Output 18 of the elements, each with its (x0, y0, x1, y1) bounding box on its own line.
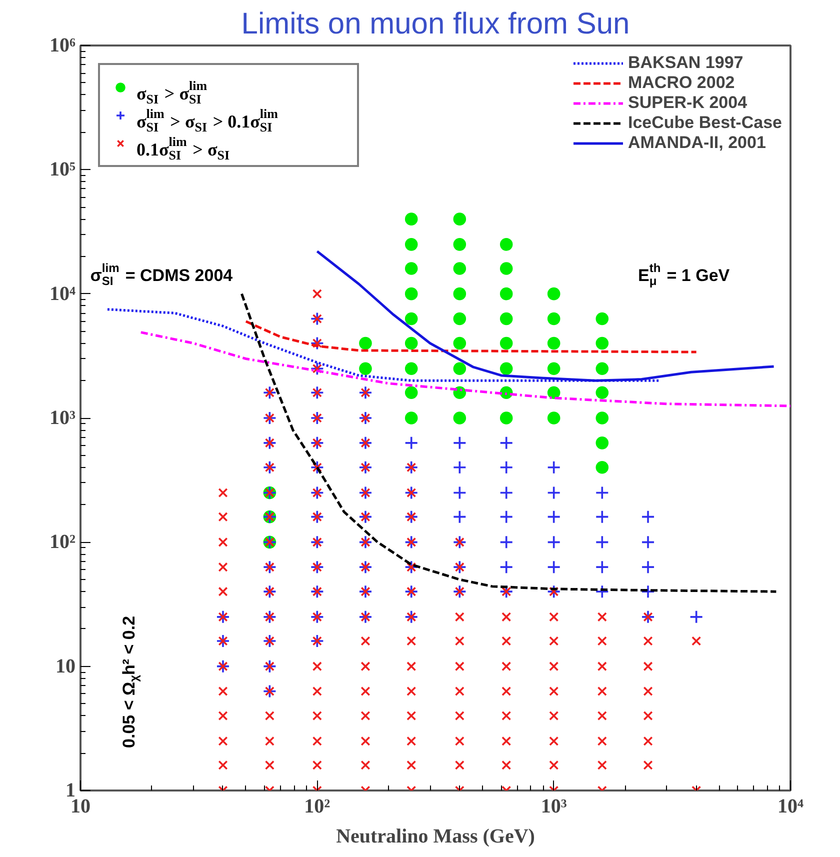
chart-title: Limits on muon flux from Sun (241, 8, 630, 40)
y-tick-label: 10⁵ (50, 158, 76, 181)
y-tick-label: 10² (50, 531, 76, 554)
x-tick-label: 10⁴ (778, 796, 804, 818)
x-tick-label: 10² (304, 796, 330, 818)
x-tick-label: 10³ (540, 796, 567, 818)
y-tick-label: 10 (56, 655, 76, 678)
legend-label: MACRO 2002 (628, 73, 735, 93)
legend-label: BAKSAN 1997 (628, 53, 744, 73)
x-tick-label: 10 (70, 796, 90, 818)
legend-label: IceCube Best-Case (628, 113, 782, 133)
annotation: 0.05 < Ωχh² < 0.2 (119, 616, 141, 748)
x-axis-title: Neutralino Mass (GeV) (336, 826, 535, 848)
legend-label: AMANDA-II, 2001 (628, 133, 766, 153)
legend-label: SUPER-K 2004 (628, 93, 748, 113)
y-tick-label: 10³ (50, 407, 76, 429)
y-tick-label: 10⁴ (50, 282, 76, 305)
y-tick-label: 10⁶ (50, 34, 76, 56)
